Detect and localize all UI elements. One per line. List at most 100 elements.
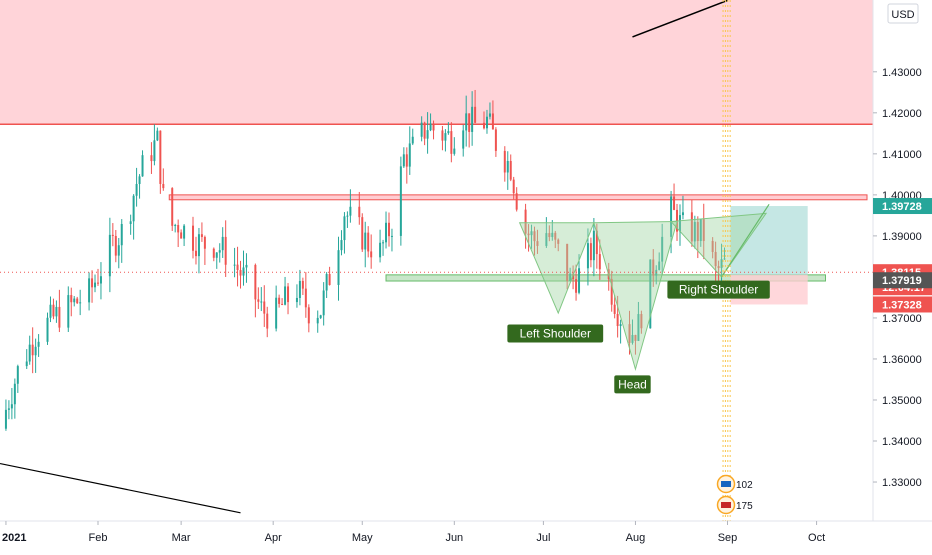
candle-body (575, 279, 578, 293)
pattern-label-bg (667, 280, 770, 299)
pattern-label-bg (507, 324, 604, 343)
candle-body (447, 131, 450, 134)
candle-body (613, 304, 616, 314)
candle-body (183, 225, 186, 239)
candle-body (233, 264, 236, 266)
candle-body (569, 273, 572, 281)
candle-body (720, 259, 723, 269)
candle-body (221, 236, 224, 251)
candle-body (723, 258, 726, 260)
candle-body (325, 274, 328, 291)
candle-body (711, 240, 714, 252)
candle-body (399, 166, 402, 236)
candle-body (637, 314, 640, 341)
flag-icon-fill (721, 481, 732, 487)
candle-body (379, 242, 382, 258)
candle-body (557, 239, 560, 244)
candle-body (548, 233, 551, 238)
candle-body (515, 193, 518, 210)
candle-body (432, 123, 435, 131)
candle-body (465, 113, 468, 131)
candle-body (441, 130, 444, 141)
event-badge-count: 175 (736, 501, 753, 512)
candle-body (468, 113, 471, 132)
candle-body (699, 219, 702, 242)
candle-body (512, 179, 515, 194)
candle-body (634, 335, 637, 341)
candle-body (4, 409, 7, 429)
x-tick-label: Oct (808, 532, 825, 544)
candle-body (337, 250, 340, 285)
candle-body (364, 232, 367, 250)
candle-body (174, 224, 177, 226)
event-badge-count: 102 (736, 480, 753, 491)
candle-body (76, 298, 79, 304)
candle-body (551, 232, 554, 238)
candle-body (73, 298, 76, 303)
trend-line-upper (632, 0, 728, 38)
candle-body (592, 230, 595, 261)
price-tag-text: 1.37919 (882, 275, 922, 287)
candle-body (322, 290, 325, 316)
candle-body (426, 130, 429, 139)
left-shoulder-shape (518, 222, 595, 315)
candle-body (111, 234, 114, 236)
candle-body (370, 251, 373, 258)
candle-body (180, 232, 183, 239)
candle-body (275, 297, 278, 329)
pattern-label-text: Head (618, 377, 647, 391)
candle-body (236, 264, 239, 271)
candle-body (298, 280, 301, 298)
candle-body (278, 297, 281, 304)
candle-body (402, 154, 405, 167)
candle-body (162, 183, 165, 189)
candle-body (224, 236, 227, 265)
pattern-label: Left Shoulder (507, 324, 604, 343)
candle-body (405, 154, 408, 167)
candle-body (254, 264, 257, 300)
y-tick-label: 1.37000 (882, 313, 922, 325)
candle-body (450, 131, 453, 154)
candle-body (197, 234, 200, 257)
candle-body (349, 206, 352, 216)
candle-body (70, 295, 73, 303)
candle-body (159, 130, 162, 184)
candle-body (661, 236, 664, 262)
candle-body (120, 223, 123, 246)
event-badge: 102 (716, 474, 753, 494)
x-tick-label: Feb (89, 532, 108, 544)
candle-body (578, 268, 581, 293)
candle-body (301, 280, 304, 289)
candle-body (649, 259, 652, 329)
candle-body (652, 259, 655, 276)
candle-body (263, 301, 266, 314)
candle-body (382, 242, 385, 244)
x-tick-label: Sep (718, 532, 738, 544)
pattern-label-text: Right Shoulder (679, 283, 758, 297)
candle-body (346, 215, 349, 217)
resistance-band (168, 194, 868, 201)
x-tick-label: Jul (536, 532, 550, 544)
candle-body (7, 408, 10, 410)
candle-body (491, 113, 494, 130)
candle-body (485, 116, 488, 129)
candle-body (150, 155, 153, 162)
supply-zone (0, 0, 873, 125)
candle-body (215, 252, 218, 258)
candle-body (385, 222, 388, 243)
y-tick-label: 1.43000 (882, 67, 922, 79)
candle-body (598, 254, 601, 270)
candle-body (506, 160, 509, 173)
candle-body (696, 222, 699, 242)
candle-body (37, 341, 40, 347)
candle-body (586, 243, 589, 269)
candle-body (34, 346, 37, 356)
candle-body (94, 282, 97, 288)
candle-body (99, 276, 102, 284)
candle-body (530, 231, 533, 236)
candle-body (702, 219, 705, 241)
candle-body (88, 278, 91, 303)
